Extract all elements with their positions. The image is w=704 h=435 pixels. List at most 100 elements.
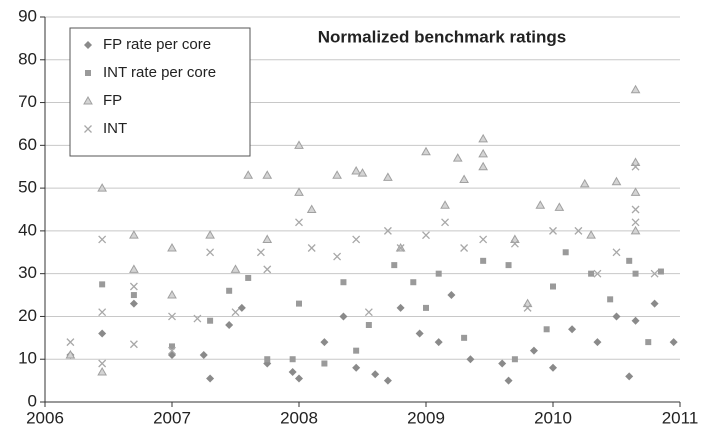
point — [391, 262, 398, 269]
point — [423, 304, 429, 311]
point — [332, 170, 342, 179]
point — [199, 350, 208, 359]
point — [645, 339, 652, 346]
point — [554, 202, 565, 211]
point — [262, 170, 273, 179]
x-tick-label: 2009 — [407, 408, 445, 427]
legend-label: FP rate per core — [103, 36, 211, 53]
point — [206, 374, 215, 383]
point — [505, 262, 512, 269]
point — [205, 230, 215, 239]
point — [98, 235, 107, 244]
point — [460, 244, 469, 252]
point — [522, 298, 533, 308]
point — [657, 268, 664, 275]
point — [631, 218, 640, 227]
point — [435, 270, 442, 277]
point — [625, 372, 634, 381]
point — [243, 170, 254, 179]
point — [549, 363, 557, 372]
point — [441, 218, 450, 227]
y-tick-label: 70 — [18, 92, 37, 111]
point — [320, 338, 329, 347]
point — [365, 322, 372, 328]
point — [295, 218, 303, 227]
point — [245, 274, 252, 281]
point — [523, 303, 532, 312]
x-tick-label: 2010 — [534, 408, 572, 427]
point — [478, 133, 489, 143]
point — [631, 316, 640, 325]
point — [549, 226, 557, 235]
point — [579, 178, 590, 188]
point — [480, 257, 487, 264]
y-tick-label: 20 — [18, 306, 37, 325]
point — [535, 200, 546, 209]
point — [574, 226, 583, 235]
point — [98, 359, 107, 368]
point — [169, 343, 175, 350]
legend-label: INT — [103, 120, 127, 137]
marks — [65, 84, 678, 385]
point — [167, 290, 177, 299]
point — [504, 376, 513, 385]
point — [296, 300, 302, 307]
y-tick-label: 50 — [18, 178, 37, 197]
point — [321, 360, 328, 367]
x-tick-label: 2007 — [153, 408, 191, 427]
point — [421, 146, 431, 156]
point — [230, 264, 241, 273]
point — [630, 157, 641, 166]
point — [97, 183, 108, 192]
point — [632, 270, 639, 277]
point — [650, 299, 659, 308]
y-tick-label: 0 — [28, 391, 37, 410]
point — [65, 349, 76, 359]
legend-marker — [84, 41, 92, 49]
point — [568, 325, 577, 334]
point — [593, 269, 602, 278]
y-tick-label: 60 — [18, 135, 37, 154]
point — [206, 248, 215, 257]
point — [669, 338, 678, 347]
point — [340, 279, 347, 286]
point — [262, 234, 273, 243]
point — [294, 140, 304, 149]
point — [383, 226, 392, 235]
x-tick-label: 2011 — [662, 408, 699, 427]
point — [167, 242, 177, 252]
point — [231, 308, 240, 317]
point — [562, 249, 569, 256]
point — [357, 168, 368, 177]
point — [307, 244, 316, 252]
point — [288, 368, 297, 377]
point — [371, 370, 380, 379]
point — [630, 187, 641, 196]
point — [129, 340, 138, 349]
point — [98, 329, 107, 338]
point — [630, 225, 641, 235]
point — [447, 291, 456, 300]
point — [510, 234, 520, 243]
point — [631, 162, 640, 171]
x-tick-label: 2008 — [280, 408, 318, 427]
y-tick-label: 10 — [18, 349, 37, 368]
point — [626, 257, 633, 264]
point — [479, 235, 488, 244]
point — [588, 270, 595, 277]
point — [352, 235, 361, 244]
point — [611, 176, 622, 186]
point — [498, 359, 507, 368]
point — [168, 312, 176, 321]
point — [612, 312, 621, 321]
legend-box — [69, 27, 251, 157]
point — [586, 230, 596, 239]
point — [226, 287, 233, 294]
legend-marker — [84, 125, 92, 133]
point — [383, 172, 393, 181]
point — [289, 356, 296, 363]
y-tick-label: 30 — [18, 263, 37, 282]
axes: 0 10 20 30 40 50 60 70 80 90 2006 2007 2008 2009 2010 2… — [18, 6, 698, 427]
y-tick-label: 90 — [18, 6, 37, 25]
